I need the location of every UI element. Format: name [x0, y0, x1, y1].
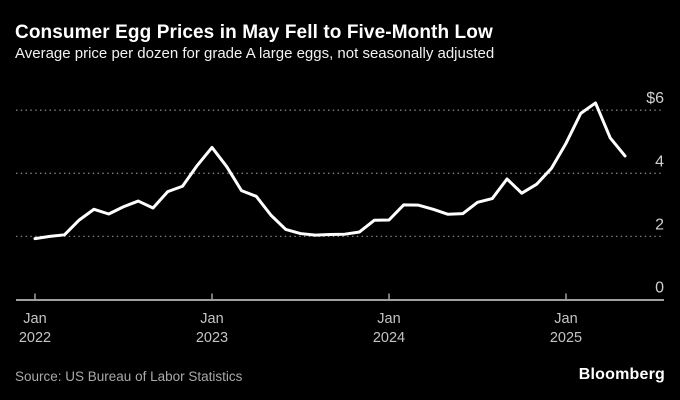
y-axis-labels: $6 4 2 0 — [646, 90, 664, 296]
x-tick-label-month: Jan — [23, 311, 46, 327]
gridlines — [16, 109, 664, 238]
x-tick-label-year: 2022 — [19, 330, 51, 346]
chart-subtitle: Average price per dozen for grade A larg… — [15, 45, 495, 62]
x-tick-label-year: 2023 — [196, 330, 228, 346]
y-tick-label: 0 — [655, 280, 664, 297]
x-tick-label-month: Jan — [377, 311, 400, 327]
x-axis-ticks — [34, 293, 567, 300]
source-note: Source: US Bureau of Labor Statistics — [15, 369, 243, 384]
x-tick-label-year: 2024 — [373, 330, 405, 346]
y-tick-label: 4 — [655, 153, 664, 170]
series-path — [33, 101, 627, 241]
x-tick-label-month: Jan — [554, 311, 577, 327]
bloomberg-logo: Bloomberg — [578, 366, 665, 383]
y-tick-label: 2 — [655, 216, 664, 233]
chart-title: Consumer Egg Prices in May Fell to Five-… — [15, 22, 493, 43]
price-series-line — [33, 101, 627, 241]
x-axis-labels: Jan 2022 Jan 2023 Jan 2024 Jan 2025 — [19, 311, 582, 346]
y-tick-label: $6 — [646, 90, 664, 107]
x-tick-label-month: Jan — [200, 311, 223, 327]
x-tick-label-year: 2025 — [550, 330, 582, 346]
